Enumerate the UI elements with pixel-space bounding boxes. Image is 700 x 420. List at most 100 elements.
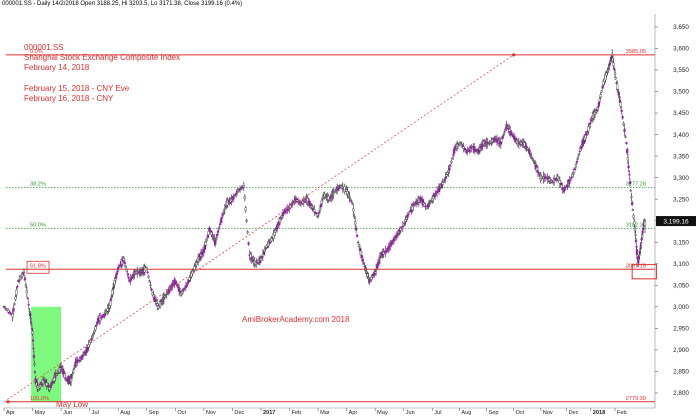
price-bar-body xyxy=(15,289,18,296)
price-bar-body xyxy=(145,267,148,269)
price-bar-body xyxy=(599,94,602,98)
price-bar-body xyxy=(127,277,130,279)
price-bar-body xyxy=(4,308,7,310)
price-bar-body xyxy=(32,347,35,350)
price-bar-body xyxy=(453,148,456,154)
y-tick-label: 3,550 xyxy=(673,67,689,74)
price-bar-body xyxy=(639,248,642,251)
x-tick-label: Jul xyxy=(92,410,99,415)
price-bar-body xyxy=(242,185,245,188)
price-bar-body xyxy=(243,196,246,199)
price-bar-body xyxy=(576,157,580,160)
price-bar-body xyxy=(631,202,634,205)
price-bar-body xyxy=(14,296,17,300)
price-bar-body xyxy=(279,218,283,220)
price-bar-body xyxy=(33,371,37,373)
price-bar-body xyxy=(351,202,354,205)
price-bar-body xyxy=(30,321,33,323)
y-tick-label: 3,250 xyxy=(673,196,689,203)
price-bar-body xyxy=(204,241,207,246)
price-bar-body xyxy=(244,207,247,211)
y-tick-label: 3,500 xyxy=(673,89,689,96)
fib-price-label: 2779.39 xyxy=(626,396,646,402)
price-bar-body xyxy=(573,168,577,170)
price-bar-body xyxy=(375,269,378,271)
price-bar-body xyxy=(448,167,451,171)
x-tick-label: Nov xyxy=(543,410,553,415)
price-bar-body xyxy=(637,256,640,260)
price-bar-body xyxy=(585,132,588,137)
x-tick-label: 2018 xyxy=(593,410,605,415)
price-bar-body xyxy=(246,231,249,234)
y-tick-label: 3,150 xyxy=(673,239,689,246)
price-bar-body xyxy=(146,271,149,274)
price-bar-body xyxy=(350,200,353,203)
price-bar-body xyxy=(291,203,294,205)
price-bar-body xyxy=(634,234,637,236)
price-bar-body xyxy=(634,239,638,242)
price-bar-body xyxy=(601,85,604,89)
price-bar-body xyxy=(574,164,578,167)
price-bar-body xyxy=(124,265,127,268)
price-bar-body xyxy=(532,159,535,162)
price-bar-body xyxy=(29,317,32,320)
price-bar-body xyxy=(54,373,57,379)
price-bar-body xyxy=(611,53,614,56)
price-bar-body xyxy=(626,149,629,154)
trend-line-end-dot xyxy=(512,53,516,57)
x-tick-label: Jun xyxy=(63,410,72,415)
price-bar-body xyxy=(31,339,35,342)
fib-618-label-box xyxy=(26,260,50,274)
price-bar-body xyxy=(263,249,266,252)
price-bar-body xyxy=(633,228,637,231)
cny-annotation: February 16, 2018 - CNY xyxy=(24,94,114,103)
price-bar-body xyxy=(616,83,619,90)
y-tick-label: 2,850 xyxy=(673,369,689,376)
x-tick-label: Apr xyxy=(6,410,15,415)
price-bar-body xyxy=(5,308,8,311)
fib-target-box xyxy=(631,264,657,280)
fib-level-label: 38.2% xyxy=(30,181,46,187)
fib-trend-line xyxy=(3,54,514,403)
price-bar-body xyxy=(640,242,643,244)
price-bar-body xyxy=(109,298,113,301)
y-tick-label: 3,050 xyxy=(673,282,689,289)
price-bar-body xyxy=(28,310,31,313)
x-tick-label: Apr xyxy=(349,410,358,415)
watermark-text: AmiBrokerAcademy.com 2018 xyxy=(242,315,350,324)
price-bar-body xyxy=(217,227,221,229)
price-bar-body xyxy=(321,197,324,200)
price-bar-body xyxy=(638,254,641,256)
price-bar-body xyxy=(123,262,126,264)
y-tick-label: 3,100 xyxy=(673,261,689,268)
x-tick-label: Aug xyxy=(461,410,471,415)
may-low-annotation: May Low xyxy=(56,400,89,409)
price-bar-body xyxy=(26,297,29,300)
price-bar-body xyxy=(613,72,617,75)
price-bar-body xyxy=(628,181,632,185)
price-bar-body xyxy=(635,246,638,248)
fib-price-label: 3585.05 xyxy=(626,49,646,55)
price-bar-body xyxy=(608,63,611,65)
fib-level-label: 100.0% xyxy=(30,396,49,402)
price-bar-body xyxy=(643,220,647,226)
y-tick-label: 3,400 xyxy=(673,132,689,139)
price-bar-body xyxy=(332,193,335,195)
price-bar-body xyxy=(502,134,505,136)
price-bar-body xyxy=(633,221,636,225)
price-bar-body xyxy=(564,186,567,189)
index-name-annotation: Shanghai Stock Exchange Composite Index xyxy=(24,53,181,62)
price-bar-body xyxy=(27,304,30,306)
price-bar-body xyxy=(450,161,453,163)
price-bar-body xyxy=(214,239,217,245)
price-bar-body xyxy=(628,174,631,176)
price-bar-body xyxy=(8,311,11,314)
price-bar-body xyxy=(71,373,74,375)
price-bar-body xyxy=(125,269,128,272)
price-bar-body xyxy=(575,161,579,163)
x-tick-label: Aug xyxy=(120,410,130,415)
x-tick-label: Jul xyxy=(434,410,441,415)
price-bar-body xyxy=(620,109,623,112)
